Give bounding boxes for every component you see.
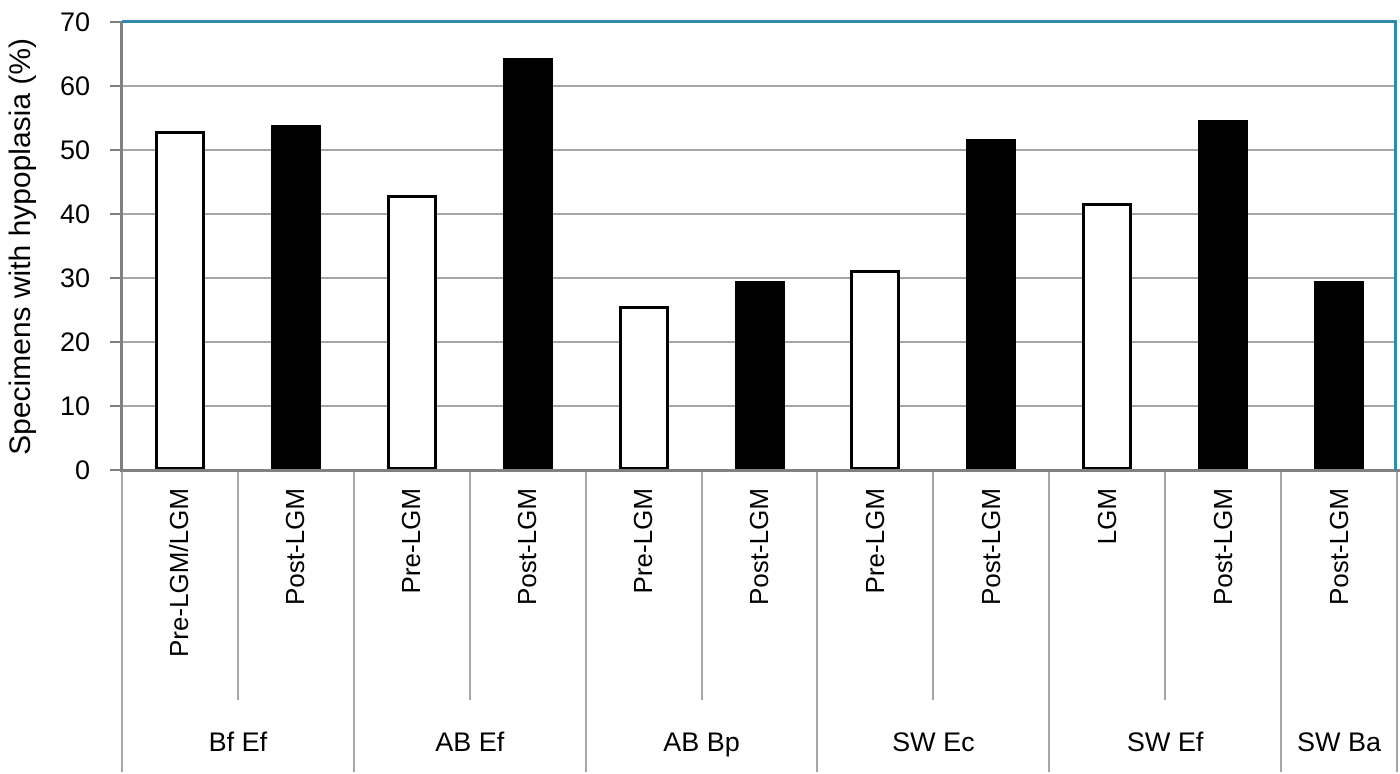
x-category-label-text: Post-LGM — [1323, 488, 1354, 606]
x-category-label: Post-LGM — [470, 488, 586, 706]
y-tick-label-60: 60 — [59, 71, 90, 101]
y-tick-mark-60 — [110, 85, 122, 87]
group-separator — [1280, 470, 1283, 772]
y-tick-label-50: 50 — [59, 135, 90, 165]
x-category-label-text: Pre-LGM — [859, 488, 890, 594]
gridline-50 — [122, 149, 1397, 151]
x-category-label: Pre-LGM — [817, 488, 933, 706]
x-group-label-sw-ec: SW Ec — [892, 726, 975, 757]
y-tick-label-0: 0 — [74, 455, 90, 485]
x-category-label: Pre-LGM/LGM — [122, 488, 238, 706]
y-axis-line — [120, 22, 123, 471]
x-category-label-text: Pre-LGM — [628, 488, 659, 594]
slot-separator — [468, 470, 471, 700]
x-category-label: Post-LGM — [702, 488, 818, 706]
x-category-label: Pre-LGM — [586, 488, 702, 706]
bar-ab-ef-pre-lgm — [386, 195, 437, 470]
group-separator — [816, 470, 819, 772]
group-separator — [121, 470, 123, 772]
x-group-label-ab-ef: AB Ef — [435, 726, 505, 757]
y-tick-label-30: 30 — [59, 263, 90, 293]
x-group-label-sw-ef: SW Ef — [1126, 726, 1204, 757]
gridline-30 — [122, 277, 1397, 279]
bar-sw-ef-lgm — [1082, 203, 1133, 470]
bar-sw-ba-post-lgm — [1314, 281, 1365, 470]
x-axis-line — [120, 469, 1400, 472]
x-category-label: Post-LGM — [933, 488, 1049, 706]
gridline-40 — [122, 213, 1397, 215]
y-tick-mark-10 — [110, 405, 122, 407]
y-tick-mark-20 — [110, 341, 122, 343]
slot-separator — [700, 470, 703, 700]
y-tick-mark-0 — [110, 469, 122, 471]
bar-bf-ef-pre-lgm/lgm — [154, 131, 205, 470]
y-tick-label-10: 10 — [59, 391, 90, 421]
slot-separator — [932, 470, 935, 700]
x-group-label-ab-bp: AB Bp — [663, 726, 740, 757]
bar-sw-ef-post-lgm — [1198, 120, 1249, 470]
y-tick-mark-30 — [110, 277, 122, 279]
group-separator — [584, 470, 587, 772]
gridline-60 — [122, 85, 1397, 87]
y-tick-mark-40 — [110, 213, 122, 215]
x-category-label-text: Pre-LGM/LGM — [164, 488, 195, 658]
x-group-label-bf-ef: Bf Ef — [208, 726, 268, 757]
bar-sw-ec-pre-lgm — [850, 270, 901, 470]
group-separator — [1048, 470, 1051, 772]
y-tick-label-20: 20 — [59, 327, 90, 357]
y-tick-mark-70 — [110, 21, 122, 23]
x-category-label-text: Post-LGM — [1207, 488, 1238, 606]
x-category-label: LGM — [1049, 488, 1165, 706]
x-category-label-text: Post-LGM — [743, 488, 774, 606]
bar-sw-ec-post-lgm — [966, 139, 1017, 470]
bar-ab-bp-pre-lgm — [618, 306, 669, 470]
x-category-label-text: Post-LGM — [975, 488, 1006, 606]
x-group-label-sw-ba: SW Ba — [1297, 726, 1382, 757]
group-separator — [1396, 470, 1398, 772]
x-category-label-text: Post-LGM — [280, 488, 311, 606]
bar-ab-bp-post-lgm — [734, 281, 785, 470]
x-category-label: Post-LGM — [1165, 488, 1281, 706]
plot-border-right — [1394, 20, 1397, 470]
bar-ab-ef-post-lgm — [502, 58, 553, 470]
x-category-label-text: Pre-LGM — [396, 488, 427, 594]
x-category-label: Pre-LGM — [354, 488, 470, 706]
slot-separator — [236, 470, 239, 700]
group-separator — [352, 470, 355, 772]
x-category-label-text: Post-LGM — [512, 488, 543, 606]
plot-border-top — [122, 20, 1397, 23]
y-tick-label-40: 40 — [59, 199, 90, 229]
x-category-label: Post-LGM — [238, 488, 354, 706]
slot-separator — [1164, 470, 1167, 700]
x-category-label: Post-LGM — [1281, 488, 1397, 706]
x-category-label-text: LGM — [1091, 488, 1122, 545]
y-tick-mark-50 — [110, 149, 122, 151]
bar-bf-ef-post-lgm — [270, 125, 321, 470]
y-tick-label-70: 70 — [59, 7, 90, 37]
